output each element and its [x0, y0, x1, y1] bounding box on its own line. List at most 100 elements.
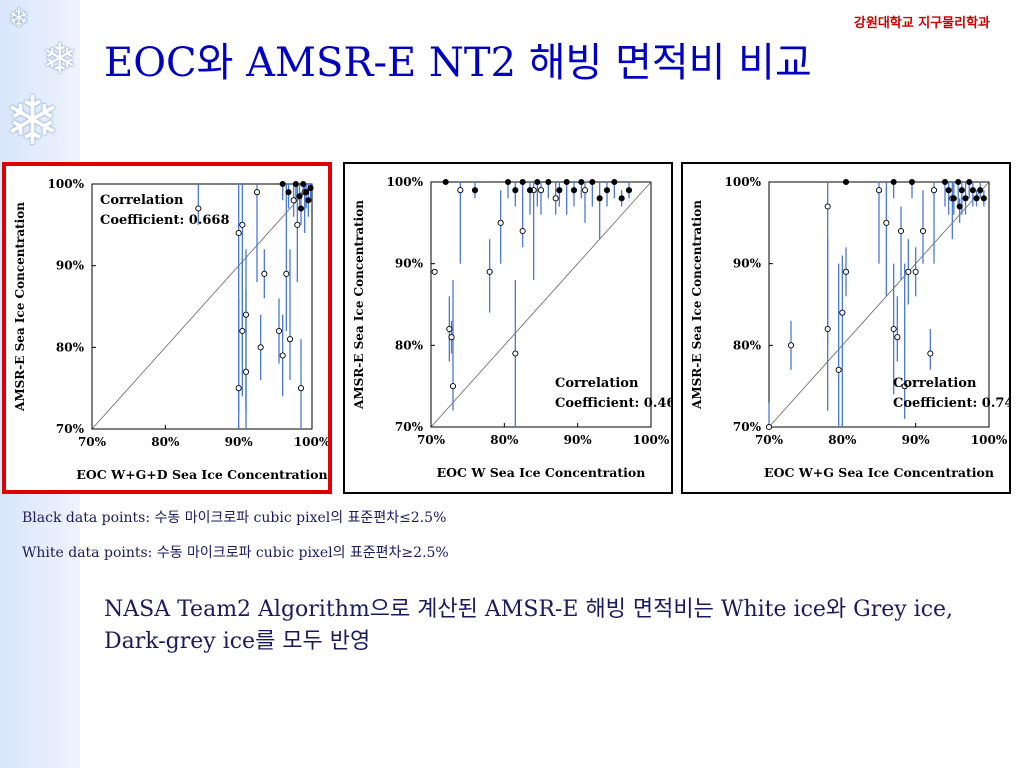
data-point-black	[977, 187, 984, 194]
data-point-black	[941, 178, 949, 186]
data-point-black	[958, 187, 965, 194]
data-point-black	[442, 178, 449, 186]
data-point-white	[294, 221, 301, 228]
data-point-white	[257, 344, 264, 351]
data-point-white	[875, 187, 883, 194]
data-point-black	[890, 178, 897, 186]
data-point-black	[519, 178, 526, 186]
data-point-white	[890, 325, 897, 333]
data-point-white	[486, 268, 493, 275]
data-point-black	[285, 189, 292, 196]
data-point-white	[905, 268, 912, 275]
x-tick-label: 80%	[151, 435, 180, 449]
y-tick-label: 80%	[733, 338, 762, 352]
y-tick-label: 70%	[733, 420, 762, 434]
data-point-white	[912, 268, 919, 275]
data-point-white	[824, 325, 831, 333]
data-point-black	[504, 178, 512, 186]
data-point-black	[563, 178, 570, 186]
x-axis-label: EOC W Sea Ice Concentration	[437, 465, 646, 480]
data-point-black	[526, 187, 534, 194]
data-point-black	[603, 187, 611, 194]
department-label: 강원대학교 지구물리학과	[853, 16, 990, 31]
data-point-black	[303, 189, 310, 196]
snowflake-icon: ❄	[8, 4, 30, 34]
data-point-black	[307, 185, 314, 192]
data-point-black	[279, 180, 286, 188]
data-point-white	[449, 383, 457, 390]
correlation-annotation: Correlation	[100, 193, 184, 208]
data-point-black	[908, 178, 916, 186]
y-axis-label: AMSR-E Sea Ice Concentration	[13, 202, 27, 412]
data-point-white	[290, 197, 297, 204]
legend-black-points: Black data points: 수동 마이크로파 cubic pixel의…	[22, 510, 447, 526]
slide-title: EOC와 AMSR-E NT2 해빙 면적비 비교	[104, 40, 812, 86]
data-point-white	[279, 352, 286, 359]
one-to-one-line	[430, 181, 652, 428]
data-point-black	[956, 203, 963, 210]
data-point-white	[519, 227, 526, 235]
body-text: NASA Team2 Algorithm으로 계산된 AMSR-E 해빙 면적비…	[104, 597, 954, 654]
data-point-white	[242, 311, 250, 318]
data-point-white	[512, 350, 519, 357]
x-tick-label: 80%	[828, 433, 857, 447]
data-point-white	[446, 325, 453, 333]
data-point-white	[927, 350, 934, 357]
data-point-white	[242, 368, 250, 375]
y-tick-label: 70%	[395, 420, 424, 434]
data-point-white	[448, 334, 455, 341]
data-point-black	[296, 193, 303, 200]
x-tick-label: 100%	[971, 433, 1008, 447]
data-point-white	[283, 270, 290, 277]
data-point-black	[966, 178, 973, 186]
data-point-white	[824, 203, 831, 210]
correlation-annotation: Coefficient: 0.466	[555, 396, 671, 411]
x-tick-label: 90%	[564, 433, 593, 447]
y-axis-label: AMSR-E Sea Ice Concentration	[690, 200, 704, 410]
data-point-black	[980, 195, 987, 202]
data-point-white	[842, 268, 850, 275]
chart-panel-w: 70% 80% 90% 100% 70% 80% 90% 100% EOC W Sea Ice …	[343, 162, 673, 494]
x-tick-label: 100%	[633, 433, 670, 447]
data-point-white	[431, 268, 438, 275]
data-point-black	[300, 180, 307, 188]
data-point-white	[537, 187, 545, 194]
data-point-white	[275, 327, 283, 335]
data-point-white	[297, 385, 305, 392]
data-point-white	[253, 189, 261, 196]
data-point-black	[570, 187, 578, 194]
data-point-black	[955, 178, 962, 186]
data-point-black	[297, 205, 305, 212]
y-tick-label: 90%	[56, 259, 85, 273]
one-to-one-line	[91, 183, 313, 430]
correlation-annotation: Coefficient: 0.740	[893, 396, 1009, 411]
data-point-white	[497, 219, 504, 226]
data-point-black	[625, 187, 633, 194]
x-axis-label: EOC W+G Sea Ice Concentration	[764, 465, 994, 480]
data-point-black	[556, 187, 563, 194]
snowflake-icon: ❄	[4, 82, 61, 161]
data-point-black	[945, 187, 952, 194]
data-point-black	[305, 197, 312, 204]
y-tick-label: 80%	[56, 340, 85, 354]
x-tick-label: 80%	[490, 433, 519, 447]
y-tick-label: 90%	[395, 257, 424, 271]
data-point-black	[969, 187, 976, 194]
data-point-white	[239, 221, 246, 228]
data-point-white	[930, 187, 938, 194]
chart-panel-wg: 70% 80% 90% 100% 70% 80% 90% 100% EOC W+G Sea Ic…	[681, 162, 1011, 494]
x-tick-label: 90%	[902, 433, 931, 447]
data-point-white	[787, 342, 795, 349]
correlation-annotation: Correlation	[555, 376, 639, 391]
data-point-black	[596, 195, 603, 202]
y-tick-label: 100%	[725, 175, 762, 189]
scatter-chart-wgd: 70% 80% 90% 100% 70% 80% 90% 100% EOC W+G+D Sea …	[13, 177, 328, 482]
data-point-white	[581, 187, 589, 194]
data-point-black	[292, 180, 299, 188]
y-axis-label: AMSR-E Sea Ice Concentration	[352, 200, 366, 410]
scatter-chart-w: 70% 80% 90% 100% 70% 80% 90% 100% EOC W Sea Ice …	[352, 175, 671, 480]
correlation-annotation: Correlation	[893, 376, 977, 391]
data-point-white	[235, 229, 242, 237]
data-point-white	[901, 383, 908, 390]
data-point-black	[578, 178, 585, 186]
